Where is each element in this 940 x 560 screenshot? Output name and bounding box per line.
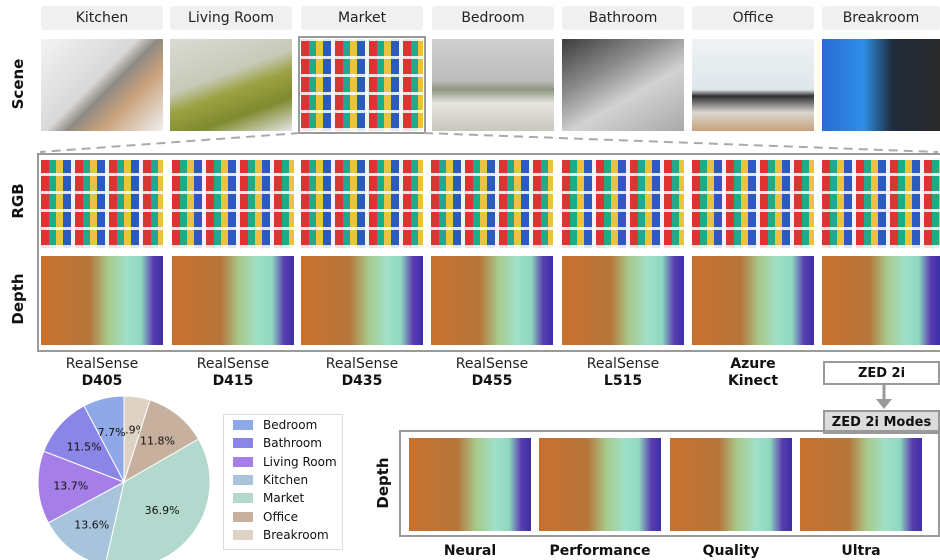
pie-slice-bathroom bbox=[43, 405, 126, 483]
depth-map-3 bbox=[431, 256, 553, 345]
zoom-connector-lines bbox=[39, 132, 939, 153]
zed-mode-label-2: Quality bbox=[702, 543, 760, 559]
legend-label: Breakroom bbox=[263, 527, 329, 542]
scene-kitchen-photo bbox=[41, 39, 163, 131]
camera-brand: RealSense bbox=[586, 356, 660, 372]
camera-model: D435 bbox=[341, 373, 383, 389]
legend-item-breakroom: Breakroom bbox=[233, 527, 329, 543]
scene-living-room-photo bbox=[170, 39, 292, 131]
zed-mode-depth-2 bbox=[670, 438, 792, 531]
zed-mode-label-3: Ultra bbox=[841, 543, 881, 559]
scene-bathroom-photo bbox=[562, 39, 684, 131]
pie-slice-kitchen bbox=[47, 481, 125, 560]
rgb-image-3 bbox=[431, 160, 553, 248]
row-label-depth: Depth bbox=[9, 273, 27, 325]
camera-brand: RealSense bbox=[65, 356, 139, 372]
scene-breakroom-photo bbox=[822, 39, 940, 131]
camera-model: D415 bbox=[212, 373, 254, 389]
rgb-image-2 bbox=[301, 160, 423, 248]
zed-mode-depth-1 bbox=[539, 438, 661, 531]
camera-comparison-frame bbox=[37, 153, 940, 352]
legend-item-office: Office bbox=[233, 509, 298, 525]
legend-label: Bedroom bbox=[263, 418, 318, 432]
scene-tab-bathroom[interactable]: Bathroom bbox=[562, 6, 684, 30]
rgb-image-5 bbox=[692, 160, 814, 248]
depth-map-1 bbox=[172, 256, 294, 345]
pie-label-office: 11.8% bbox=[140, 434, 175, 447]
pie-legend bbox=[223, 414, 343, 550]
camera-model: L515 bbox=[603, 373, 643, 389]
pie-label-bathroom: 11.5% bbox=[67, 441, 102, 454]
legend-label: Market bbox=[263, 491, 305, 506]
rgb-image-1 bbox=[172, 160, 294, 248]
zed-arrow bbox=[876, 385, 892, 409]
depth-map-6 bbox=[822, 256, 940, 345]
camera-label-4: RealSense L515 bbox=[562, 356, 684, 390]
zed-mode-depth-0 bbox=[409, 438, 531, 531]
legend-swatch bbox=[233, 529, 253, 540]
legend-label: Living Room bbox=[263, 454, 337, 469]
scene-tab-market[interactable]: Market bbox=[301, 6, 423, 30]
pie-label-living-room: 13.7% bbox=[53, 479, 88, 492]
camera-brand: RealSense bbox=[455, 356, 529, 372]
rgb-image-6 bbox=[822, 160, 940, 248]
zed-2i-box: ZED 2i bbox=[823, 361, 940, 385]
row-label-depth-modes: Depth bbox=[374, 457, 392, 509]
row-label-rgb: RGB bbox=[9, 183, 27, 219]
pie-slice-office bbox=[123, 399, 200, 484]
camera-model: Azure Kinect bbox=[727, 356, 779, 389]
legend-swatch bbox=[233, 474, 253, 485]
scene-distribution-pie: 4.9%11.8%36.9%13.6%13.7%11.5%7.7% bbox=[38, 396, 211, 560]
camera-label-1: RealSense D415 bbox=[172, 356, 294, 390]
camera-brand: RealSense bbox=[196, 356, 270, 372]
legend-item-market: Market bbox=[233, 490, 304, 506]
depth-map-4 bbox=[562, 256, 684, 345]
legend-item-kitchen: Kitchen bbox=[233, 472, 308, 488]
depth-map-2 bbox=[301, 256, 423, 345]
scene-bedroom-photo bbox=[432, 39, 554, 131]
legend-item-bathroom: Bathroom bbox=[233, 435, 322, 451]
scene-tab-breakroom[interactable]: Breakroom bbox=[822, 6, 940, 30]
legend-swatch bbox=[233, 456, 253, 467]
pie-slice-market bbox=[105, 438, 211, 560]
scene-office-photo bbox=[692, 39, 814, 131]
pie-label-bedroom: 7.7% bbox=[98, 426, 126, 439]
legend-label: Kitchen bbox=[263, 472, 309, 487]
legend-swatch bbox=[233, 511, 253, 522]
zed-mode-depth-3 bbox=[800, 438, 922, 531]
camera-label-2: RealSense D435 bbox=[301, 356, 423, 390]
legend-label: Office bbox=[263, 509, 299, 524]
pie-slice-living-room bbox=[38, 450, 126, 524]
depth-map-5 bbox=[692, 256, 814, 345]
scene-tab-office[interactable]: Office bbox=[692, 6, 814, 30]
pie-label-kitchen: 13.6% bbox=[74, 518, 109, 531]
camera-label-3: RealSense D455 bbox=[431, 356, 553, 390]
scene-tab-kitchen[interactable]: Kitchen bbox=[41, 6, 163, 30]
market-highlight-box bbox=[298, 36, 426, 134]
camera-brand: RealSense bbox=[325, 356, 399, 372]
scene-tab-bedroom[interactable]: Bedroom bbox=[432, 6, 554, 30]
rgb-image-4 bbox=[562, 160, 684, 248]
camera-label-0: RealSense D405 bbox=[41, 356, 163, 390]
legend-swatch bbox=[233, 420, 253, 430]
legend-swatch bbox=[233, 438, 253, 449]
legend-item-bedroom: Bedroom bbox=[233, 417, 317, 433]
pie-label-market: 36.9% bbox=[145, 504, 180, 517]
depth-map-0 bbox=[41, 256, 163, 345]
legend-swatch bbox=[233, 493, 253, 504]
scene-tab-living-room[interactable]: Living Room bbox=[170, 6, 292, 30]
scene-market-photo bbox=[301, 39, 423, 131]
legend-label: Bathroom bbox=[263, 436, 322, 451]
rgb-image-0 bbox=[41, 160, 163, 248]
camera-model: D405 bbox=[81, 373, 123, 389]
zed-mode-label-0: Neural bbox=[443, 543, 497, 559]
zed-modes-frame bbox=[399, 430, 940, 537]
camera-model: D455 bbox=[471, 373, 513, 389]
legend-item-living-room: Living Room bbox=[233, 454, 337, 470]
zed-mode-label-1: Performance bbox=[549, 543, 651, 559]
camera-label-5: Azure Kinect bbox=[692, 356, 814, 390]
pie-slice-bedroom bbox=[83, 396, 125, 483]
